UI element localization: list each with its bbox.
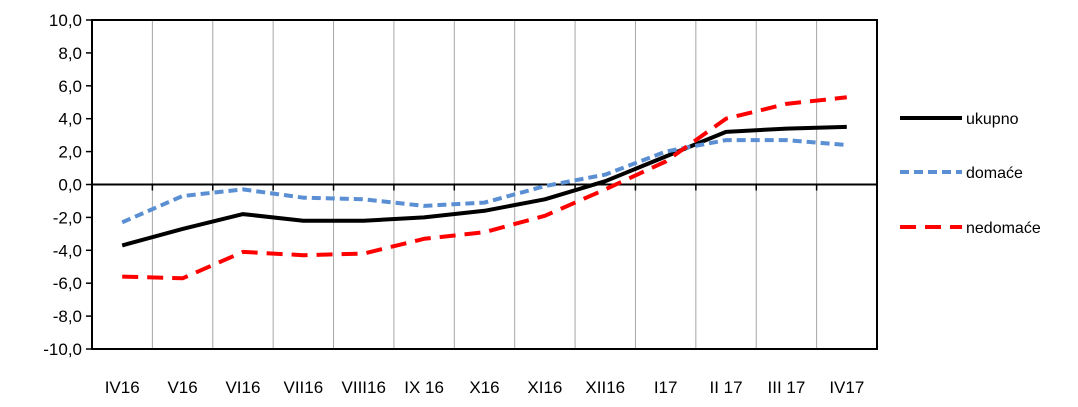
x-tick-label: VIII16 xyxy=(342,378,386,397)
y-tick-label: 10,0 xyxy=(49,11,82,30)
x-tick-label: IV17 xyxy=(829,378,864,397)
x-tick-label: II 17 xyxy=(709,378,742,397)
series-line-nedomaće xyxy=(122,95,848,281)
series-lines xyxy=(121,95,848,281)
y-tick-label: 2,0 xyxy=(58,143,82,162)
legend-label: ukupno xyxy=(966,111,1019,128)
x-tick-label: XI16 xyxy=(527,378,562,397)
y-tick-label: -6,0 xyxy=(53,274,82,293)
y-tick-label: 0,0 xyxy=(58,176,82,195)
series-line-domaće xyxy=(121,138,847,225)
y-tick-label: 8,0 xyxy=(58,44,82,63)
y-tick-label: -4,0 xyxy=(53,241,82,260)
legend: ukupno domaće nedomaće xyxy=(900,111,1041,237)
legend-label: domaće xyxy=(966,165,1023,182)
y-tick-label: 4,0 xyxy=(58,110,82,129)
x-tick-label: III 17 xyxy=(768,378,806,397)
y-tick-label: -10,0 xyxy=(43,340,82,359)
x-tick-label: X16 xyxy=(469,378,499,397)
x-tick-label: I17 xyxy=(654,378,678,397)
axes xyxy=(86,19,878,350)
series-line-ukupno xyxy=(121,124,847,248)
y-tick-labels: 10,0 8,0 6,0 4,0 2,0 0,0 -2,0 -4,0 -6,0 -8,0 -10,0 xyxy=(43,11,82,359)
y-tick-label: -8,0 xyxy=(53,307,82,326)
y-tick-label: -2,0 xyxy=(53,208,82,227)
x-tick-label: XII16 xyxy=(585,378,625,397)
x-tick-label: VI16 xyxy=(225,378,260,397)
x-tick-label: V16 xyxy=(167,378,197,397)
legend-label: nedomaće xyxy=(966,220,1041,237)
y-tick-label: 6,0 xyxy=(58,77,82,96)
x-tick-labels: IV16 V16 VI16 VII16 VIII16 IX 16 X16 XI16 XII16 I… xyxy=(105,378,865,397)
x-tick-label: IV16 xyxy=(105,378,140,397)
x-tick-label: IX 16 xyxy=(404,378,444,397)
x-tick-label: VII16 xyxy=(283,378,323,397)
